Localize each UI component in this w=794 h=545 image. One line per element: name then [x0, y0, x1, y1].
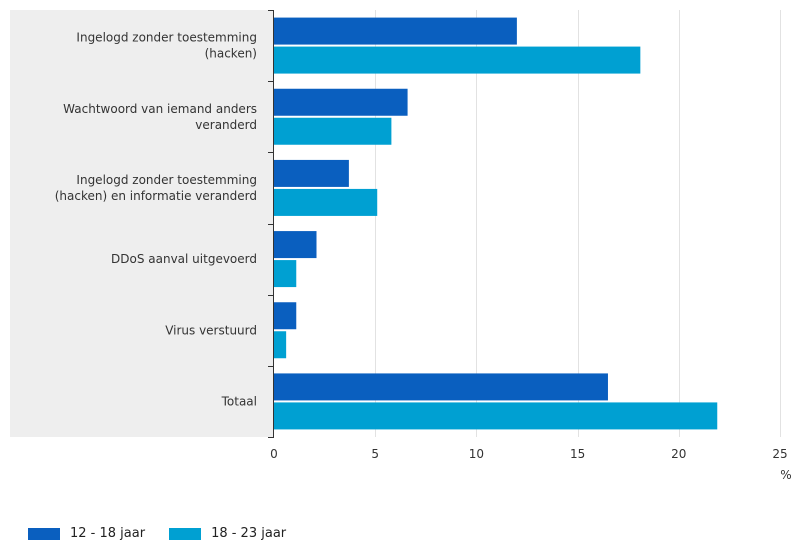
category-panel	[10, 10, 273, 437]
bar-12-18	[274, 231, 317, 259]
legend-swatch	[169, 527, 202, 540]
category-label: veranderd	[195, 118, 257, 132]
bar-12-18	[274, 88, 408, 116]
bar-12-18	[274, 302, 297, 330]
category-label: Totaal	[221, 394, 257, 408]
bar-chart: Ingelogd zonder toestemming (hacken) Wacht…	[10, 10, 792, 482]
category-labels: Ingelogd zonder toestemming (hacken) Wacht…	[55, 31, 257, 409]
category-label: Virus verstuurd	[165, 323, 257, 337]
bars	[274, 17, 718, 430]
bar-18-23	[274, 117, 392, 145]
x-axis-unit: %	[780, 468, 791, 482]
bar-18-23	[274, 188, 378, 216]
bar-12-18	[274, 373, 608, 401]
bar-12-18	[274, 17, 517, 45]
bar-18-23	[274, 331, 287, 359]
legend-item-12-18: 12 - 18 jaar	[28, 526, 145, 541]
legend-label: 12 - 18 jaar	[70, 526, 146, 541]
bar-18-23	[274, 260, 297, 288]
x-tick-label: 25	[772, 447, 787, 461]
bar-18-23	[274, 46, 641, 74]
legend-swatch	[28, 527, 60, 540]
category-label: Ingelogd zonder toestemming	[76, 173, 257, 187]
bar-18-23	[274, 402, 718, 430]
x-tick-label: 5	[371, 447, 379, 461]
legend: 12 - 18 jaar 18 - 23 jaar	[28, 526, 310, 541]
x-tick-labels: 0 5 10 15 20 25	[270, 447, 787, 461]
bar-12-18	[274, 159, 349, 187]
category-label: Wachtwoord van iemand anders	[63, 102, 257, 116]
x-tick-label: 20	[671, 447, 686, 461]
category-label: Ingelogd zonder toestemming	[76, 31, 257, 45]
x-tick-label: 15	[570, 447, 585, 461]
category-label: DDoS aanval uitgevoerd	[111, 252, 257, 266]
legend-item-18-23: 18 - 23 jaar	[169, 526, 286, 541]
x-tick-label: 10	[469, 447, 484, 461]
x-tick-label: 0	[270, 447, 278, 461]
category-label: (hacken) en informatie veranderd	[55, 189, 257, 203]
gridlines	[268, 10, 781, 438]
legend-label: 18 - 23 jaar	[211, 526, 287, 541]
category-label: (hacken)	[205, 47, 257, 61]
